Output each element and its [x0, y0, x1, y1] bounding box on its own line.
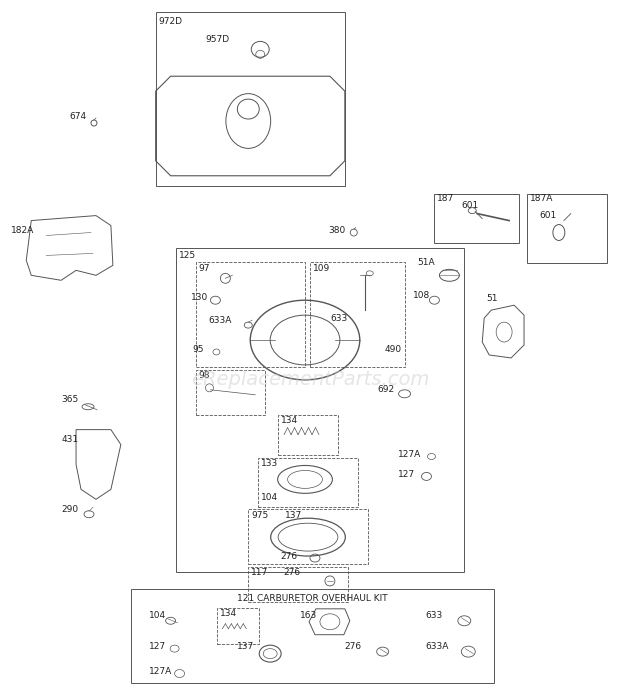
- Text: 276: 276: [280, 552, 297, 561]
- Text: 380: 380: [328, 226, 345, 235]
- Text: 692: 692: [378, 385, 395, 394]
- Text: 97: 97: [198, 264, 210, 273]
- Text: 163: 163: [300, 611, 317, 620]
- Text: 975: 975: [251, 511, 268, 520]
- Text: 104: 104: [149, 611, 166, 620]
- Text: eReplacementParts.com: eReplacementParts.com: [191, 370, 429, 389]
- Text: 137: 137: [237, 642, 255, 651]
- Text: 187A: 187A: [530, 194, 554, 203]
- Text: 127: 127: [149, 642, 166, 651]
- Bar: [278, 414, 338, 455]
- Bar: [195, 263, 305, 367]
- Text: 187: 187: [438, 194, 454, 203]
- Text: 365: 365: [61, 395, 78, 404]
- Text: 137: 137: [285, 511, 303, 520]
- Text: 95: 95: [193, 346, 204, 355]
- Text: 98: 98: [198, 371, 210, 380]
- Text: 125: 125: [179, 251, 196, 260]
- Bar: [195, 370, 265, 414]
- Text: 182A: 182A: [11, 226, 35, 235]
- Text: 104: 104: [261, 493, 278, 502]
- Bar: [527, 193, 606, 263]
- Text: 108: 108: [412, 291, 430, 300]
- Bar: [259, 457, 358, 507]
- Bar: [248, 509, 368, 564]
- Text: 127A: 127A: [149, 667, 172, 676]
- Text: 51: 51: [486, 294, 498, 303]
- Text: 127A: 127A: [397, 450, 421, 459]
- Text: 633A: 633A: [208, 315, 232, 324]
- Text: 109: 109: [313, 264, 330, 273]
- Text: 490: 490: [384, 346, 402, 355]
- Text: 290: 290: [61, 505, 78, 514]
- Text: 957D: 957D: [205, 35, 229, 44]
- Text: 130: 130: [190, 292, 208, 301]
- Bar: [156, 12, 345, 186]
- Text: 133: 133: [261, 459, 278, 468]
- Bar: [218, 608, 259, 644]
- Bar: [131, 589, 494, 683]
- Text: 276: 276: [283, 568, 300, 577]
- Text: 601: 601: [539, 211, 556, 220]
- Text: 633: 633: [425, 611, 443, 620]
- Text: 117: 117: [251, 568, 268, 577]
- Bar: [248, 567, 348, 602]
- Text: 972D: 972D: [159, 17, 183, 26]
- Text: 633A: 633A: [425, 642, 449, 651]
- Text: 51A: 51A: [417, 258, 435, 267]
- Text: 633: 633: [330, 314, 347, 323]
- Text: 276: 276: [345, 642, 362, 651]
- Bar: [310, 263, 405, 367]
- Text: 127: 127: [397, 470, 415, 479]
- Bar: [435, 193, 519, 243]
- Text: 431: 431: [61, 435, 78, 444]
- Bar: [175, 249, 464, 572]
- Text: 134: 134: [220, 609, 237, 618]
- Text: 601: 601: [461, 201, 479, 210]
- Text: 121 CARBURETOR OVERHAUL KIT: 121 CARBURETOR OVERHAUL KIT: [237, 595, 388, 604]
- Text: 134: 134: [281, 416, 298, 426]
- Text: 674: 674: [69, 112, 86, 121]
